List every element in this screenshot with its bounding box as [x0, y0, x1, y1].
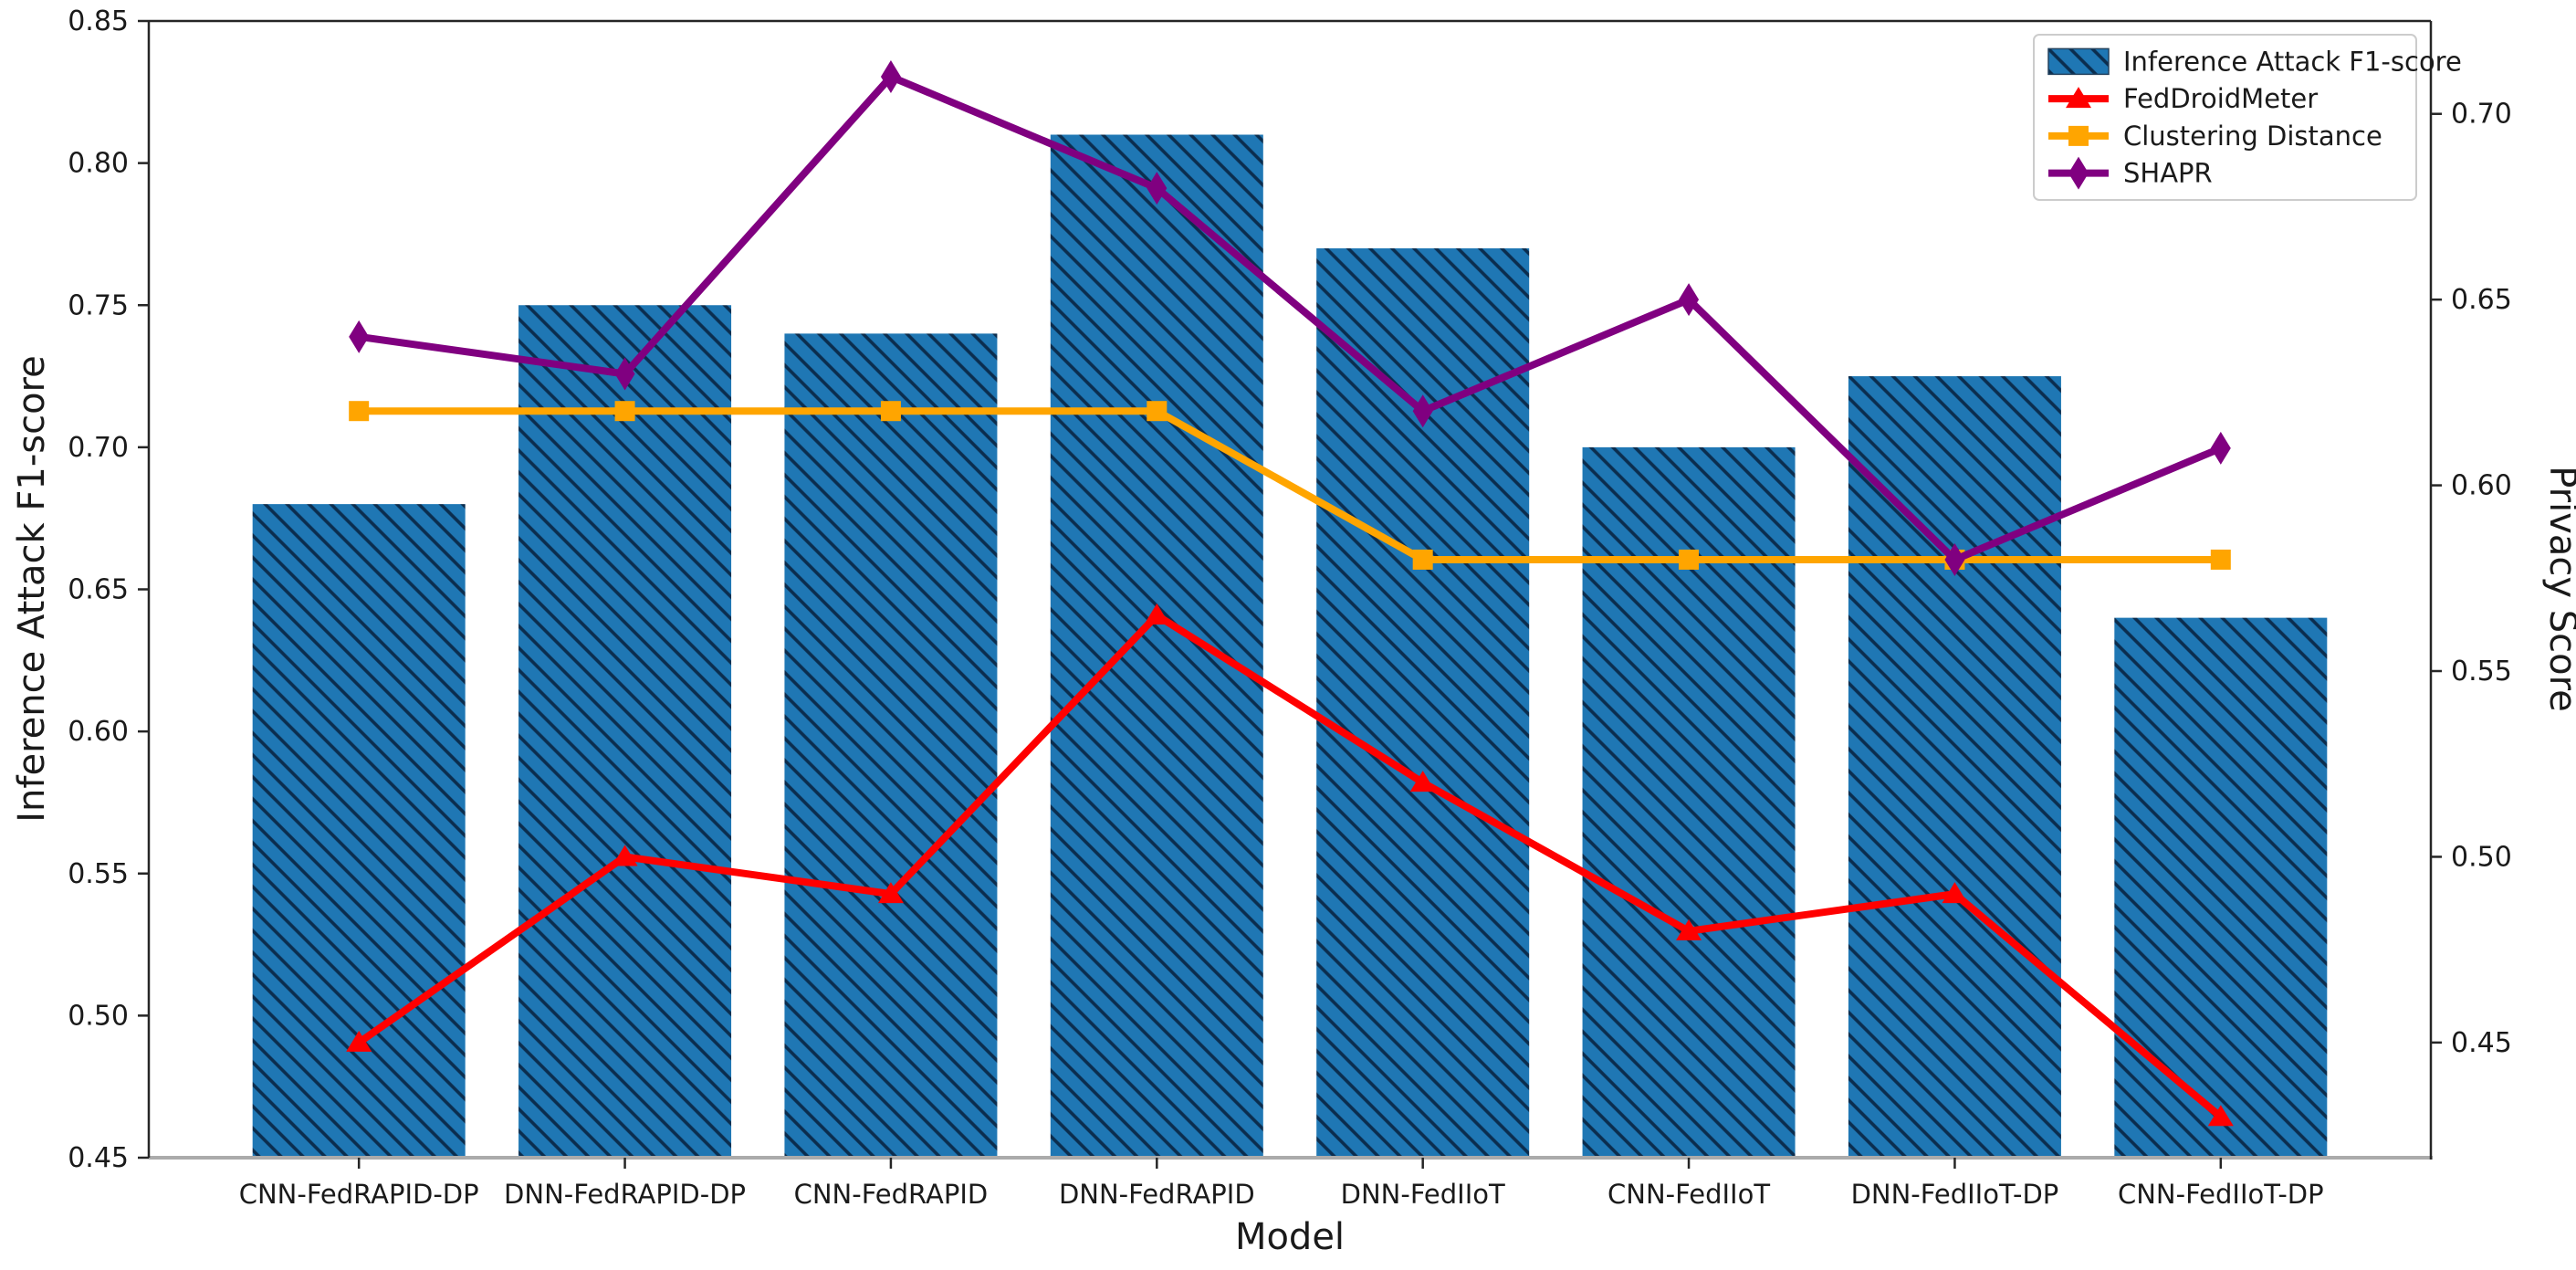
- triangle-up-marker: [612, 845, 638, 866]
- legend-box: [2033, 34, 2417, 201]
- square-marker: [1412, 549, 1433, 570]
- y-tick-label-left-0.80: 0.80: [68, 148, 129, 180]
- bar-CNN-FedIIoT-DP: [2114, 617, 2328, 1158]
- x-tick-label-DNN-FedIIoT: DNN-FedIIoT: [1341, 1179, 1505, 1210]
- y-tick-label-left-0.55: 0.55: [68, 858, 129, 890]
- legend-item-feddroidmeter: FedDroidMeter: [2048, 83, 2318, 114]
- triangle-up-marker: [346, 1030, 372, 1052]
- legend-bar-swatch: [2047, 47, 2110, 76]
- legend-label: FedDroidMeter: [2123, 83, 2318, 114]
- triangle-up-marker: [1676, 918, 1702, 940]
- x-tick-label-DNN-FedIIoT-DP: DNN-FedIIoT-DP: [1851, 1179, 2059, 1210]
- y-tick-label-right-0.55: 0.55: [2451, 656, 2512, 687]
- bar-CNN-FedRAPID: [784, 333, 998, 1158]
- y-tick-label-left-0.70: 0.70: [68, 432, 129, 464]
- y-axis-label-right: Privacy Score: [2541, 466, 2576, 712]
- legend-item-inference-attack-f1-score: Inference Attack F1-score: [2047, 46, 2462, 77]
- y-tick-label-right-0.65: 0.65: [2451, 284, 2512, 316]
- y-tick-label-left-0.60: 0.60: [68, 716, 129, 748]
- square-marker: [614, 401, 635, 422]
- diamond-marker: [1412, 394, 1433, 428]
- line-triangle-up: [356, 611, 2224, 1120]
- x-tick-label-CNN-FedIIoT-DP: CNN-FedIIoT-DP: [2118, 1179, 2324, 1210]
- diamond-marker: [880, 60, 901, 94]
- legend-label: SHAPR: [2123, 158, 2213, 189]
- y-tick-label-right-0.45: 0.45: [2451, 1027, 2512, 1059]
- triangle-up-marker: [1942, 882, 1968, 904]
- bar-CNN-FedRAPID-DP: [252, 504, 466, 1158]
- bar-DNN-FedRAPID: [1050, 134, 1263, 1158]
- y-tick-label-right-0.70: 0.70: [2451, 99, 2512, 131]
- series-feddroidmeter: [346, 603, 2234, 1127]
- legend: Inference Attack F1-score FedDroidMeter Cl…: [2033, 34, 2462, 201]
- y-tick-label-left-0.85: 0.85: [68, 5, 129, 37]
- legend-item-clustering-distance: Clustering Distance: [2048, 121, 2382, 152]
- y-tick-label-left-0.50: 0.50: [68, 1000, 129, 1032]
- bar-DNN-FedRAPID-DP: [518, 305, 732, 1158]
- diamond-marker: [614, 357, 635, 391]
- y-tick-label-left-0.45: 0.45: [68, 1142, 129, 1174]
- bar-DNN-FedIIoT-DP: [1848, 376, 2061, 1158]
- x-tick-label-DNN-FedRAPID: DNN-FedRAPID: [1059, 1179, 1255, 1210]
- square-marker: [1679, 549, 1700, 570]
- legend-diamond-icon: [2068, 156, 2089, 190]
- x-tick-label-CNN-FedIIoT: CNN-FedIIoT: [1607, 1179, 1770, 1210]
- y-tick-label-left-0.75: 0.75: [68, 289, 129, 321]
- legend-square-icon: [2068, 125, 2089, 146]
- x-tick-label-DNN-FedRAPID-DP: DNN-FedRAPID-DP: [504, 1179, 746, 1210]
- legend-label: Clustering Distance: [2123, 121, 2382, 152]
- square-marker: [2210, 549, 2231, 570]
- x-tick-label-CNN-FedRAPID: CNN-FedRAPID: [794, 1179, 989, 1210]
- x-tick-label-CNN-FedRAPID-DP: CNN-FedRAPID-DP: [239, 1179, 479, 1210]
- triangle-up-marker: [1409, 771, 1436, 792]
- square-marker: [349, 401, 370, 422]
- y-axis-label-left: Inference Attack F1-score: [11, 355, 53, 822]
- triangle-up-marker: [2207, 1105, 2234, 1127]
- bar-DNN-FedIIoT: [1316, 248, 1530, 1158]
- y-tick-label-right-0.50: 0.50: [2451, 841, 2512, 873]
- diamond-marker: [1679, 283, 1700, 317]
- diamond-marker: [2210, 431, 2231, 465]
- triangle-up-marker: [877, 882, 904, 904]
- square-marker: [1147, 401, 1168, 422]
- diamond-marker: [1944, 542, 1965, 576]
- diamond-marker: [1147, 172, 1168, 205]
- series-shapr: [349, 60, 2231, 576]
- legend-label: Inference Attack F1-score: [2123, 46, 2462, 77]
- x-axis-label: Model: [1235, 1216, 1345, 1258]
- y-tick-label-right-0.60: 0.60: [2451, 470, 2512, 502]
- line-square: [359, 407, 2221, 563]
- legend-item-shapr: SHAPR: [2048, 156, 2213, 190]
- square-marker: [880, 401, 901, 422]
- legend-triangle-up-icon: [2066, 87, 2091, 109]
- diamond-marker: [349, 320, 370, 353]
- triangle-up-marker: [1144, 603, 1170, 625]
- y-tick-label-left-0.65: 0.65: [68, 574, 129, 606]
- line-diamond: [358, 73, 2223, 563]
